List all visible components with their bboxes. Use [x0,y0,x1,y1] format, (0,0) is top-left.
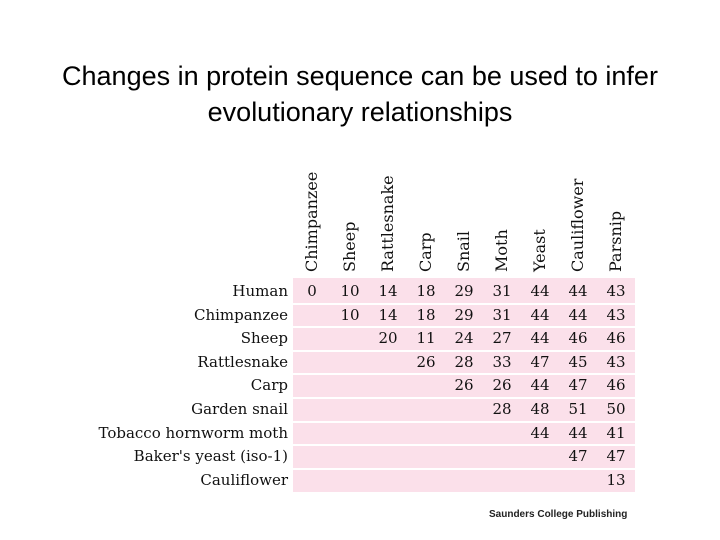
matrix-cell: 26 [454,376,474,395]
column-header: Moth [492,229,511,272]
matrix-cell: 44 [568,305,588,324]
matrix-cell: 0 [307,282,317,300]
column-header: Cauliflower [568,178,587,272]
matrix-cell: 43 [606,305,626,324]
matrix-cell: 41 [606,423,626,442]
row-label: Garden snail [191,400,288,418]
row-label: Sheep [240,329,288,348]
column-header: Snail [454,230,473,272]
matrix-cell: 29 [454,282,474,300]
row-label: Human [232,282,288,300]
publisher-credit: Saunders College Publishing [489,509,628,520]
row-divider [293,444,635,447]
matrix-cell: 27 [492,329,512,348]
matrix-cell: 13 [606,470,626,489]
matrix-cell: 47 [568,376,588,395]
row-label: Carp [250,376,288,395]
matrix-cell: 14 [378,305,398,324]
matrix-cell: 43 [606,352,626,371]
row-label: Chimpanzee [193,305,288,324]
matrix-cell: 43 [606,282,626,300]
matrix-cell: 24 [454,329,474,348]
matrix-cell: 10 [340,282,360,300]
column-header: Sheep [340,221,359,272]
matrix-cell: 45 [568,352,588,371]
matrix-cell: 44 [530,376,550,395]
matrix-cell: 31 [492,282,512,300]
matrix-cell: 46 [606,329,626,348]
matrix-cell: 46 [606,376,626,395]
matrix-cell: 44 [530,329,550,348]
column-header: Parsnip [606,210,625,272]
column-header: Carp [416,232,435,272]
matrix-cell: 28 [454,352,474,371]
column-header: Yeast [530,229,549,272]
matrix-cell: 11 [416,329,436,348]
matrix-cell: 51 [568,400,588,418]
column-header: Rattlesnake [378,175,397,272]
row-label: Tobacco hornworm moth [98,423,288,442]
row-divider [293,420,635,423]
matrix-cell: 44 [568,282,588,300]
distance-matrix: 0 10 14 18 29 31 44 44 43 10 14 18 29 31 44 44 43 20 11 24 2… [293,278,635,492]
row-label: Cauliflower [200,470,288,489]
row-divider [293,326,635,329]
matrix-cell: 44 [530,282,550,300]
matrix-cell: 28 [492,400,512,418]
row-divider [293,397,635,399]
matrix-cell: 29 [454,305,474,324]
matrix-cell: 47 [530,352,550,371]
matrix-cell: 48 [530,400,550,418]
matrix-cell: 20 [378,329,398,348]
matrix-cell: 18 [416,305,436,324]
matrix-cell: 14 [378,282,398,300]
matrix-cell: 18 [416,282,436,300]
matrix-cell: 26 [492,376,512,395]
matrix-cell: 33 [492,352,512,371]
row-divider [293,349,635,352]
matrix-cell: 44 [530,423,550,442]
row-label: Baker's yeast (iso-1) [133,447,288,466]
matrix-cell: 47 [568,447,588,466]
row-divider [293,302,635,305]
row-divider [293,373,635,376]
matrix-cell: 31 [492,305,512,324]
matrix-cell: 10 [340,305,360,324]
matrix-cell: 50 [606,400,626,418]
matrix-cell: 46 [568,329,588,348]
matrix-cell: 47 [606,447,626,466]
matrix-cell: 26 [416,352,436,371]
slide-title: Changes in protein sequence can be used … [62,61,658,127]
column-header: Chimpanzee [302,171,321,272]
row-label: Rattlesnake [197,352,288,371]
matrix-cell: 44 [568,423,588,442]
row-divider [293,467,635,470]
matrix-cell: 44 [530,305,550,324]
